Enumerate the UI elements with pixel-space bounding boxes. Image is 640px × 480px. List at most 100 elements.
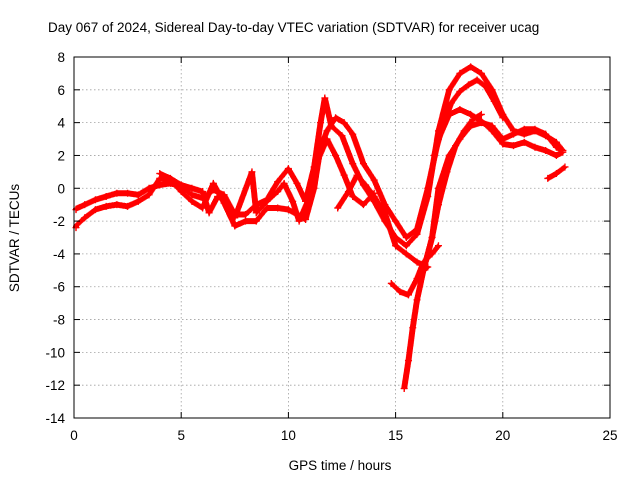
data-point <box>445 86 453 94</box>
data-point <box>306 192 314 200</box>
data-point <box>482 83 490 91</box>
data-point <box>469 115 477 123</box>
y-tick-label: 0 <box>57 181 65 196</box>
data-point <box>177 188 185 196</box>
data-point <box>166 174 174 182</box>
data-point <box>209 179 217 187</box>
data-point <box>387 279 395 287</box>
data-point <box>231 222 239 230</box>
y-tick-label: 4 <box>57 116 65 131</box>
data-point <box>91 206 99 214</box>
data-point <box>274 178 282 186</box>
x-tick-label: 0 <box>70 428 78 443</box>
data-point <box>409 324 417 332</box>
data-point <box>552 143 560 151</box>
data-point <box>424 184 432 192</box>
data-point <box>231 214 239 222</box>
data-point <box>323 127 331 135</box>
data-point <box>81 214 89 222</box>
data-point <box>402 234 410 241</box>
data-point <box>460 127 468 135</box>
data-point <box>359 160 367 168</box>
data-point <box>359 201 367 209</box>
data-point <box>456 87 464 95</box>
data-point <box>473 76 481 84</box>
series-track-h <box>544 163 569 182</box>
data-point <box>188 184 196 192</box>
data-point <box>280 179 288 187</box>
data-point <box>317 119 325 127</box>
data-point <box>370 176 378 184</box>
data-point <box>559 147 567 155</box>
data-point <box>428 234 436 241</box>
data-point <box>477 119 485 127</box>
data-point <box>477 69 485 77</box>
data-point <box>499 114 507 122</box>
y-tick-label: -14 <box>45 411 65 426</box>
data-point <box>510 142 518 150</box>
series-track-g <box>430 76 507 159</box>
data-point <box>381 209 389 217</box>
data-point <box>362 181 370 189</box>
data-point <box>510 130 518 138</box>
data-point <box>199 188 207 196</box>
data-point <box>340 171 348 179</box>
data-point <box>430 151 438 159</box>
data-point <box>477 110 485 118</box>
data-point <box>542 147 550 155</box>
data-point <box>531 143 539 151</box>
data-point <box>284 206 292 214</box>
data-point <box>295 217 303 225</box>
data-point <box>447 99 455 107</box>
data-point <box>544 174 552 182</box>
data-points <box>72 63 569 392</box>
data-point <box>332 151 340 159</box>
data-point <box>113 189 121 197</box>
x-tick-label: 25 <box>602 428 617 443</box>
data-point <box>113 201 121 209</box>
x-tick-label: 20 <box>495 428 510 443</box>
x-tick-label: 10 <box>281 428 296 443</box>
y-tick-label: -10 <box>45 345 65 360</box>
data-point <box>145 191 153 199</box>
data-point <box>402 250 410 258</box>
data-point <box>552 151 560 159</box>
data-point <box>248 168 256 176</box>
data-point <box>419 266 427 274</box>
data-point <box>102 202 110 210</box>
y-tick-label: -12 <box>45 378 65 393</box>
data-point <box>81 201 89 209</box>
data-point <box>289 197 297 205</box>
data-point <box>392 217 400 225</box>
data-point <box>293 179 301 187</box>
data-point <box>413 225 421 233</box>
data-point <box>188 197 196 205</box>
x-tick-label: 5 <box>177 428 185 443</box>
data-point <box>274 188 282 196</box>
data-point <box>349 130 357 138</box>
data-point <box>252 209 260 217</box>
data-point <box>338 132 346 140</box>
data-point <box>467 63 475 71</box>
data-point <box>349 160 357 168</box>
data-point <box>263 197 271 205</box>
data-point <box>531 125 539 133</box>
data-point <box>404 357 412 365</box>
y-tick-label: -6 <box>53 280 65 295</box>
data-point <box>274 204 282 212</box>
data-point <box>439 122 447 130</box>
data-point <box>456 106 464 114</box>
data-point <box>205 209 213 217</box>
data-point <box>263 204 271 212</box>
y-tick-label: -8 <box>53 313 65 328</box>
data-point <box>413 296 421 304</box>
data-point <box>370 192 378 200</box>
data-point <box>400 384 408 392</box>
data-point <box>464 81 472 89</box>
data-point <box>242 211 250 219</box>
data-point <box>456 69 464 77</box>
data-point <box>302 215 310 223</box>
data-point <box>349 192 357 200</box>
data-point <box>134 191 142 199</box>
